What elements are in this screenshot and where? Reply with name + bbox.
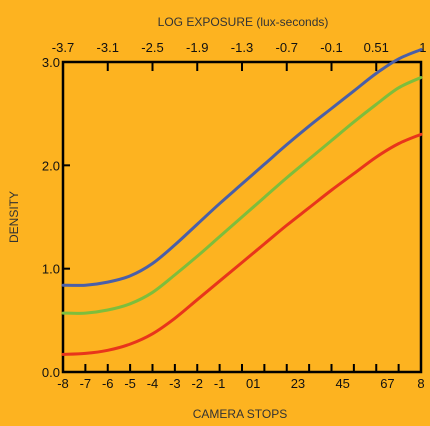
- y-tick-label: 2.0: [42, 158, 60, 173]
- bottom-tick-label: -3: [169, 376, 181, 391]
- top-axis-title: LOG EXPOSURE (lux-seconds): [158, 15, 329, 29]
- y-tick-label: 1.0: [42, 262, 60, 277]
- bottom-tick-label: -2: [191, 376, 203, 391]
- bottom-tick-label: 8: [417, 376, 424, 391]
- bottom-tick-label: -6: [102, 376, 114, 391]
- bottom-tick-label: -7: [80, 376, 92, 391]
- y-tick-label: 3.0: [42, 55, 60, 70]
- bottom-tick-label: -5: [124, 376, 136, 391]
- bottom-axis-title: CAMERA STOPS: [193, 407, 287, 421]
- y-axis-title: DENSITY: [7, 191, 21, 243]
- series-line-2: [61, 76, 423, 315]
- series-line-1: [61, 48, 423, 287]
- top-tick-label: .1: [416, 40, 427, 55]
- bottom-tick-label: 23: [291, 376, 305, 391]
- bottom-tick-label: -4: [147, 376, 159, 391]
- top-tick-label: -3.7: [52, 40, 74, 55]
- series-line-3: [61, 132, 423, 356]
- top-tick-label: -0.1: [320, 40, 342, 55]
- top-tick-label: -0.7: [276, 40, 298, 55]
- bottom-tick-label: -8: [57, 376, 69, 391]
- y-tick-label: 0.0: [42, 365, 60, 380]
- bottom-tick-label: -1: [214, 376, 226, 391]
- top-tick-label: 0.51: [364, 40, 389, 55]
- bottom-tick-label: 01: [246, 376, 260, 391]
- top-tick-label: -2.5: [141, 40, 163, 55]
- series-lines: [61, 48, 423, 356]
- top-tick-label: -1.3: [231, 40, 253, 55]
- ticks: 0.0 1.0 2.0 3.0 -8 -7 -6 -5 -4 -3 -2 -1 01 23 45 67 8 -3.…: [42, 40, 427, 391]
- top-tick-label: -3.1: [97, 40, 119, 55]
- bottom-tick-label: 45: [335, 376, 349, 391]
- top-tick-label: -1.9: [186, 40, 208, 55]
- bottom-tick-label: 67: [380, 376, 394, 391]
